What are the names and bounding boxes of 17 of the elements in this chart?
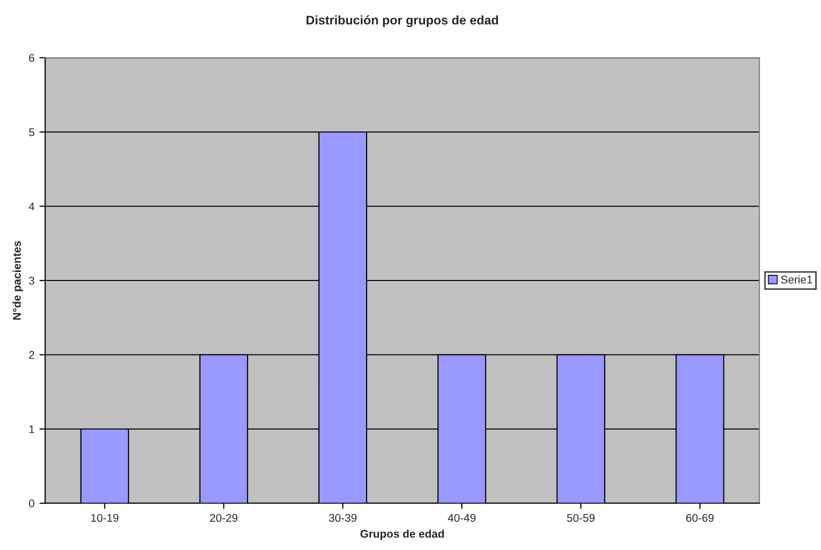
legend-label: Serie1: [781, 275, 812, 284]
y-tick-label: 1: [29, 425, 34, 434]
x-tick-label: 60-69: [686, 514, 714, 522]
x-tick-label: 30-39: [328, 514, 356, 522]
y-axis-title: N°de pacientes: [12, 241, 24, 320]
x-tick-label: 20-29: [210, 514, 238, 522]
x-tick-label: 10-19: [91, 514, 118, 522]
x-tick-label: 50-59: [567, 514, 595, 522]
chart-title: Distribución por grupos de edad: [306, 15, 498, 28]
y-tick-label: 2: [29, 351, 34, 359]
y-tick-label: 0: [28, 500, 34, 508]
y-tick-label: 3: [28, 276, 34, 285]
x-tick-label: 40-49: [448, 514, 476, 522]
y-tick-label: 4: [28, 202, 34, 210]
y-tick-label: 6: [29, 54, 34, 62]
x-axis-title: Grupos de edad: [360, 530, 444, 540]
y-tick-label: 5: [29, 128, 34, 136]
